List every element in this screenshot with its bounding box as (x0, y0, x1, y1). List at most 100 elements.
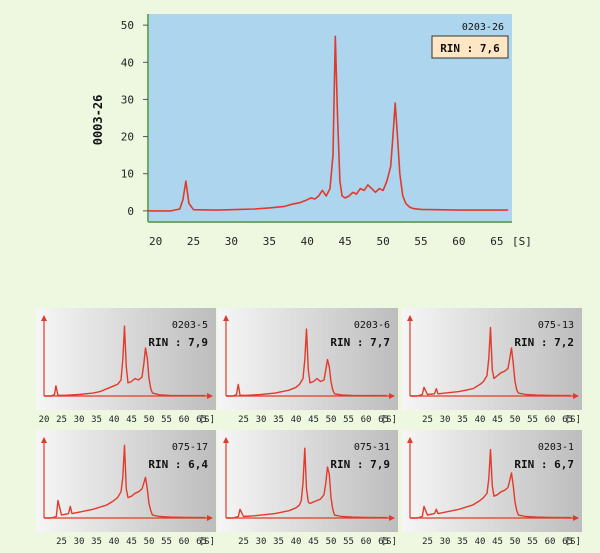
mini-x-tick-label: 50 (144, 415, 155, 425)
main-y-tick-label: 20 (121, 131, 134, 144)
mini-y-axis-arrow (407, 315, 413, 321)
mini-x-tick-label: 25 (56, 537, 67, 547)
mini-x-tick-label: 65 (562, 537, 573, 547)
mini-chart-2: 0203-6 RIN : 7,7 25 30 35 40 45 50 55 60 65[S] (218, 308, 398, 425)
mini-x-unit-label: [S] (565, 537, 581, 547)
mini-x-tick-label: 65 (196, 415, 207, 425)
main-y-tick-label: 30 (121, 93, 134, 106)
mini-x-tick-label: 55 (161, 415, 172, 425)
main-x-ticks: 20 25 30 35 40 45 50 55 60 65 (149, 235, 504, 248)
mini-x-tick-label: 25 (238, 537, 249, 547)
mini-x-tick-label: 65 (378, 415, 389, 425)
mini-x-unit-label: [S] (199, 415, 215, 425)
mini-x-tick-label: 30 (440, 415, 451, 425)
mini-x-tick-label: 35 (457, 537, 468, 547)
mini-sample-id: 075-17 (172, 442, 208, 453)
mini-chart-4: 075-17 RIN : 6,4 25 30 35 40 45 50 55 60 65[S] (36, 430, 216, 547)
mini-trace-line (44, 325, 205, 397)
main-x-tick-label: 20 (149, 235, 162, 248)
main-y-tick-label: 0 (127, 205, 134, 218)
mini-x-tick-label: 25 (422, 537, 433, 547)
main-x-tick-label: 40 (301, 235, 314, 248)
mini-x-axis-arrow (207, 515, 213, 521)
main-trace-line (148, 35, 509, 212)
main-x-tick-label: 45 (339, 235, 352, 248)
mini-x-tick-label: 65 (196, 537, 207, 547)
mini-x-tick-label: 35 (91, 537, 102, 547)
mini-x-tick-label: 55 (527, 537, 538, 547)
mini-plot-area (218, 430, 398, 532)
mini-chart-3: 075-13 RIN : 7,2 25 30 35 40 45 50 55 60 65[S] (402, 308, 582, 425)
main-y-tick-label: 10 (121, 168, 134, 181)
mini-x-tick-label: 55 (161, 537, 172, 547)
mini-sample-id: 0203-6 (354, 320, 390, 331)
mini-x-unit-label: [S] (199, 537, 215, 547)
mini-x-unit-label: [S] (565, 415, 581, 425)
mini-x-tick-label: 50 (326, 415, 337, 425)
mini-x-tick-label: 50 (510, 537, 521, 547)
main-rin-box (431, 35, 509, 59)
mini-x-unit-label: [S] (381, 537, 397, 547)
mini-x-tick-label: 60 (179, 537, 190, 547)
mini-x-tick-label: 25 (422, 415, 433, 425)
mini-x-tick-label: 65 (562, 415, 573, 425)
mini-x-axis-arrow (389, 515, 395, 521)
mini-x-tick-label: 60 (545, 537, 556, 547)
mini-x-tick-label: 40 (109, 537, 120, 547)
mini-x-tick-label: 45 (492, 537, 503, 547)
mini-trace-line (44, 444, 206, 519)
main-sample-id: 0203-26 (462, 22, 504, 33)
mini-x-tick-label: 55 (343, 415, 354, 425)
mini-x-tick-label: 35 (273, 537, 284, 547)
mini-x-tick-label: 40 (291, 537, 302, 547)
main-chart: 0 10 20 30 40 50 20 25 30 35 40 45 50 55 60 65 [S] 000… (91, 14, 532, 248)
mini-x-tick-label: 50 (510, 415, 521, 425)
mini-x-tick-label: 25 (56, 415, 67, 425)
mini-x-tick-label: 40 (475, 415, 486, 425)
mini-x-tick-label: 60 (179, 415, 190, 425)
main-x-tick-label: 35 (263, 235, 276, 248)
mini-rin-label: RIN : 7,7 (330, 336, 390, 349)
mini-x-axis-arrow (573, 515, 579, 521)
mini-x-tick-label: 20 (39, 415, 50, 425)
mini-x-axis-arrow (573, 393, 579, 399)
mini-trace-line (226, 328, 387, 397)
mini-sample-id: 0203-1 (538, 442, 574, 453)
mini-x-tick-label: 35 (457, 415, 468, 425)
mini-trace-line (226, 447, 388, 519)
main-y-tick-label: 50 (121, 19, 134, 32)
mini-x-tick-label: 35 (91, 415, 102, 425)
mini-x-tick-label: 40 (291, 415, 302, 425)
mini-x-tick-label: 45 (126, 415, 137, 425)
mini-x-tick-label: 60 (361, 537, 372, 547)
mini-x-tick-label: 50 (144, 537, 155, 547)
mini-x-tick-label: 60 (361, 415, 372, 425)
mini-x-axis-arrow (207, 393, 213, 399)
main-trace (148, 35, 509, 212)
mini-rin-label: RIN : 7,9 (330, 458, 390, 471)
mini-rin-label: RIN : 7,2 (514, 336, 574, 349)
mini-x-tick-label: 65 (378, 537, 389, 547)
mini-x-tick-label: 25 (238, 415, 249, 425)
main-x-tick-label: 65 (490, 235, 503, 248)
main-x-tick-label: 25 (187, 235, 200, 248)
mini-y-axis-arrow (41, 437, 47, 443)
main-y-tick-label: 40 (121, 56, 134, 69)
mini-x-tick-label: 35 (273, 415, 284, 425)
mini-rin-label: RIN : 6,4 (148, 458, 208, 471)
mini-y-axis-arrow (223, 437, 229, 443)
main-x-unit-label: [S] (512, 235, 532, 248)
main-rin-label: RIN : 7,6 (440, 42, 500, 55)
mini-rin-label: RIN : 7,9 (148, 336, 208, 349)
mini-x-tick-label: 45 (126, 537, 137, 547)
mini-x-tick-label: 60 (545, 415, 556, 425)
main-x-tick-label: 50 (376, 235, 389, 248)
mini-chart-5: 075-31 RIN : 7,9 25 30 35 40 45 50 55 60 65[S] (218, 430, 398, 547)
mini-sample-id: 075-13 (538, 320, 574, 331)
mini-x-tick-label: 30 (74, 415, 85, 425)
main-x-tick-label: 55 (414, 235, 427, 248)
mini-x-unit-label: [S] (381, 415, 397, 425)
mini-sample-id: 0203-5 (172, 320, 208, 331)
mini-sample-id: 075-31 (354, 442, 390, 453)
mini-y-axis-arrow (41, 315, 47, 321)
